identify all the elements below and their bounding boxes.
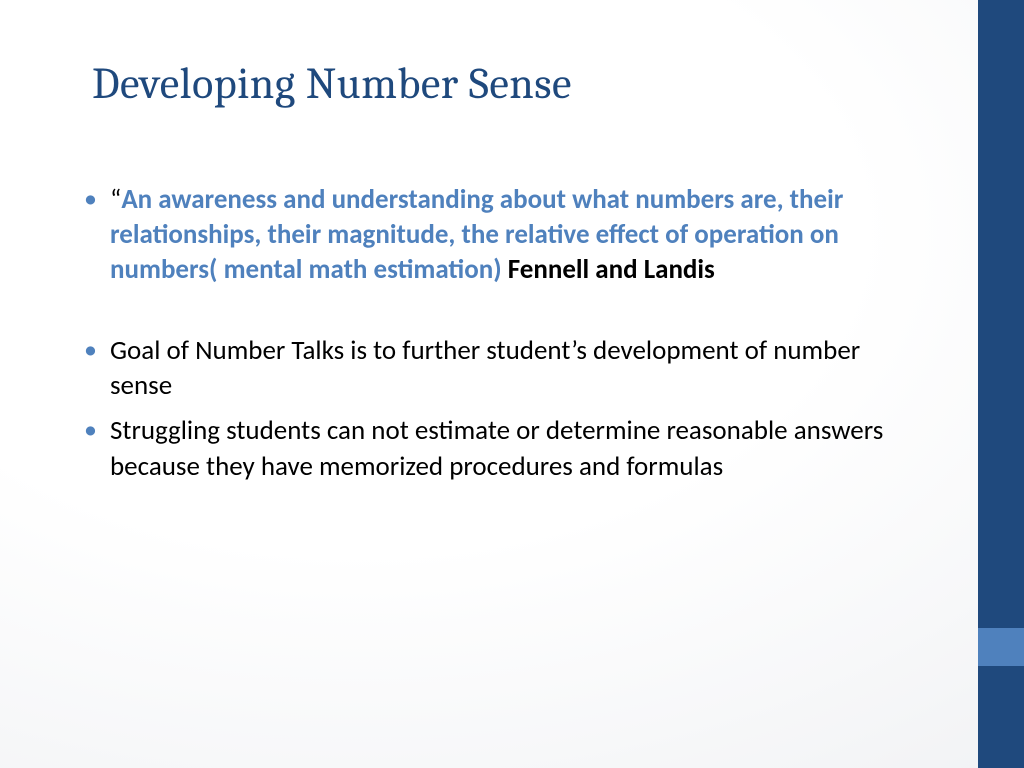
quote-body: An awareness and understanding about wha… xyxy=(110,183,843,286)
quote-attribution: Fennell and Landis xyxy=(508,253,715,286)
side-bar-accent xyxy=(978,628,1024,666)
bullet-text: Goal of Number Talks is to further stude… xyxy=(110,334,860,402)
bullet-list: “An awareness and understanding about wh… xyxy=(80,182,910,484)
bullet-text: Struggling students can not estimate or … xyxy=(110,414,883,482)
spacer xyxy=(80,297,910,333)
slide-content: “An awareness and understanding about wh… xyxy=(80,182,910,494)
bullet-item: Goal of Number Talks is to further stude… xyxy=(80,333,910,403)
bullet-item: Struggling students can not estimate or … xyxy=(80,413,910,483)
slide: Developing Number Sense “An awareness an… xyxy=(0,0,1024,768)
quote-open: “ xyxy=(110,183,121,216)
slide-title: Developing Number Sense xyxy=(92,58,572,109)
bullet-item: “An awareness and understanding about wh… xyxy=(80,182,910,287)
